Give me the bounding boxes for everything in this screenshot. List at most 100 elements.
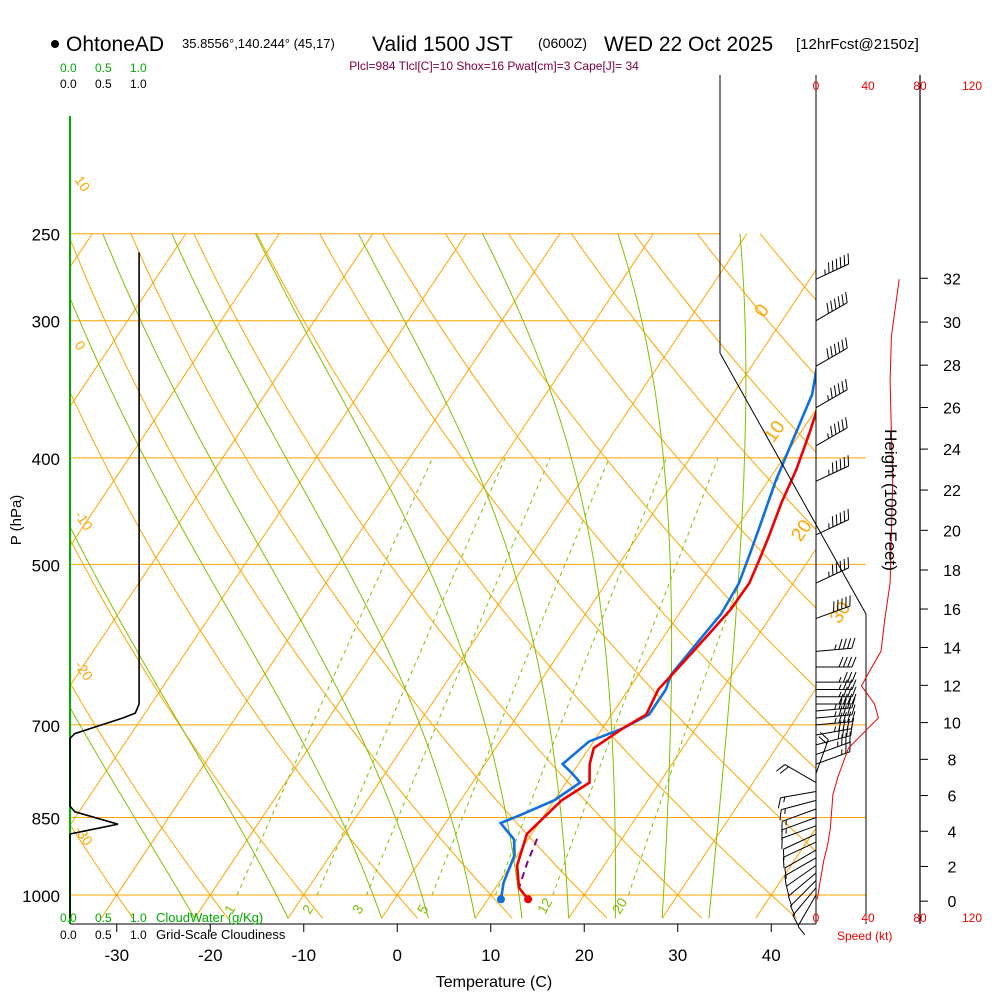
- wind-barb-half-flag: [833, 726, 837, 732]
- isotherm-label: 20: [787, 516, 816, 545]
- wind-barb-flag: [851, 686, 857, 697]
- wind-barb-half-flag: [838, 691, 842, 697]
- wind-barb-flag: [826, 302, 829, 314]
- wind-barb-shaft: [815, 302, 848, 322]
- parcel-trace-line: [517, 833, 541, 900]
- cloud-water-scale-top: 1.0: [130, 61, 147, 75]
- wind-barb-flag: [784, 867, 787, 879]
- dry-adiabat-line: [70, 681, 229, 919]
- temperature-trace-line: [515, 408, 816, 901]
- forecast-info: [12hrFcst@2150z]: [796, 36, 919, 53]
- height-tick-label: 8: [948, 752, 957, 769]
- wind-barb-flag: [776, 764, 786, 772]
- mixing-ratio-line: [366, 457, 551, 896]
- isotherm-line: [100, 233, 561, 919]
- wind-barb-shaft: [815, 707, 852, 712]
- dewpoint-trace-line: [498, 364, 816, 900]
- wind-barb-flag: [851, 697, 856, 709]
- wind-barb-shaft: [784, 764, 817, 783]
- wind-barb: [781, 808, 817, 833]
- station-marker-icon: [51, 40, 59, 48]
- isotherm-line: [661, 687, 816, 919]
- wind-barb-flag: [837, 421, 841, 433]
- wind-barb-flag: [830, 346, 833, 357]
- wind-barb-flag: [831, 260, 834, 272]
- wind-barb: [790, 880, 817, 917]
- wind-barb: [815, 455, 850, 482]
- cloud-water-scale-bottom: 0.0: [60, 911, 77, 925]
- wind-barb-shaft: [815, 389, 848, 409]
- speed-tick-label-top: 40: [861, 79, 875, 93]
- wind-barb: [816, 656, 857, 668]
- cloudiness-scale-bottom: 0.0: [60, 928, 77, 942]
- pressure-tick-label: 500: [32, 556, 60, 575]
- wind-barb-flag: [784, 875, 787, 887]
- y-axis-label: P (hPa): [8, 495, 25, 546]
- wind-barb: [781, 825, 817, 849]
- wind-barb-flag: [839, 256, 842, 268]
- speed-tick-label-bottom: 0: [813, 911, 820, 925]
- wind-barb-flag: [792, 915, 799, 926]
- isotherm-lines: [70, 233, 1000, 919]
- wind-barb-flag: [835, 562, 838, 574]
- x-tick-label: 30: [668, 946, 687, 965]
- cloud-water-label: CloudWater (g/Kg): [156, 910, 263, 925]
- wind-barb-shaft: [815, 567, 849, 584]
- cloudiness-label: Grid-Scale Cloudiness: [156, 927, 286, 942]
- wind-barb-flag: [847, 253, 850, 265]
- wind-barb-flag: [833, 343, 837, 355]
- wind-barb-shaft: [815, 519, 849, 536]
- dry-adiabat-label: 10: [72, 173, 94, 195]
- wind-barb: [816, 679, 857, 691]
- wind-barb-flag: [838, 656, 844, 668]
- wind-barb: [815, 724, 853, 746]
- speed-axis-label: Speed (kt): [837, 929, 892, 943]
- wind-barb-flag: [843, 457, 846, 468]
- wind-barb-shaft: [783, 841, 817, 858]
- wind-barb-half-flag: [838, 676, 842, 683]
- dry-adiabat-line: [70, 237, 513, 919]
- cloud-scale-labels: 0.0 0.0 0.0 0.0 0.5 0.5 0.5 0.5 1.0 1.0 1.0 1.0: [60, 61, 147, 942]
- height-tick-label: 30: [943, 315, 961, 332]
- mixing-ratio-label: 3: [349, 902, 367, 917]
- height-tick-label: 2: [948, 859, 957, 876]
- wind-barb-shaft: [815, 605, 850, 619]
- wind-barb-flag: [833, 423, 837, 435]
- wind-barb-flag: [837, 383, 841, 395]
- wind-barb-flag: [831, 564, 834, 576]
- wind-barb-flag: [777, 797, 782, 809]
- height-tick-label: 32: [943, 271, 961, 288]
- pressure-tick-label: 250: [32, 226, 60, 245]
- wind-barb-flag: [851, 693, 857, 705]
- wind-barb-flag: [842, 712, 847, 723]
- pressure-tick-label: 1000: [22, 887, 60, 906]
- speed-tick-label-top: 120: [962, 79, 982, 93]
- wind-barb-flag: [846, 718, 850, 730]
- isotherm-line: [70, 233, 280, 548]
- wind-barb-flag: [838, 693, 844, 705]
- wind-barb: [815, 291, 848, 322]
- wind-barb-shaft: [815, 465, 849, 482]
- wind-barb: [815, 711, 856, 726]
- wind-barb: [816, 693, 857, 705]
- wind-barb-flag: [838, 712, 843, 724]
- cloudiness-scale-top: 0.5: [95, 77, 112, 91]
- wind-barb-flag: [843, 558, 846, 570]
- height-tick-label: 10: [943, 716, 961, 733]
- wind-barb-flag: [782, 849, 785, 861]
- wind-barb-half-flag: [834, 717, 837, 724]
- cloud-water-scale-top: 0.0: [60, 61, 77, 75]
- wind-barb-shaft: [815, 728, 852, 736]
- speed-tick-label-bottom: 40: [861, 911, 875, 925]
- wind-barb-shaft: [815, 263, 849, 280]
- moist-adiabat-line: [255, 233, 523, 919]
- wind-barb-shaft: [815, 427, 848, 447]
- isotherm-line: [849, 234, 1000, 919]
- cloudiness-scale-bottom: 1.0: [130, 928, 147, 942]
- cloud-water-scale-bottom: 1.0: [130, 911, 147, 925]
- wind-barb-flag: [851, 671, 857, 683]
- wind-barb-flag: [845, 337, 848, 349]
- wind-barb-flag: [842, 638, 847, 650]
- wind-barb-shaft: [782, 808, 817, 822]
- wind-barb-shaft: [815, 751, 850, 765]
